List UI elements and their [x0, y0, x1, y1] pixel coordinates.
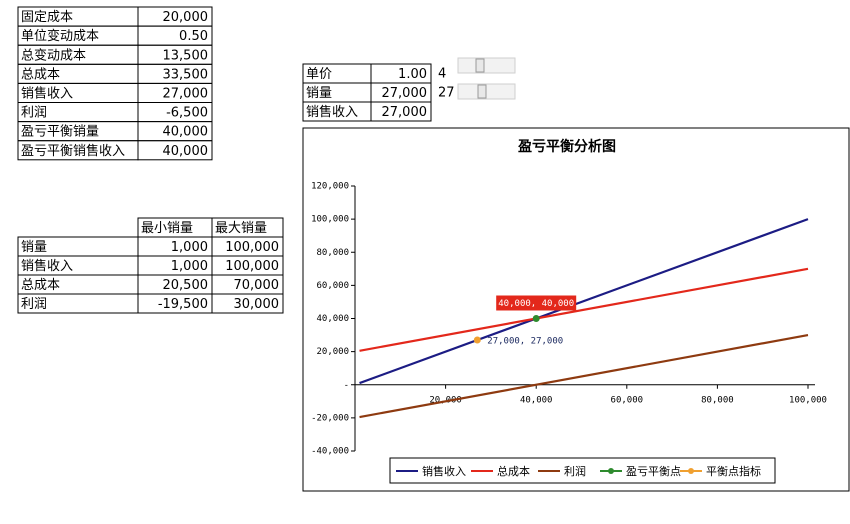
cell-text: 1,000: [171, 240, 208, 255]
data-label: 40,000, 40,000: [498, 299, 574, 309]
cell-text: 销量: [306, 86, 332, 101]
cell-text: 20,000: [163, 10, 209, 25]
cell-text: 销售收入: [21, 258, 73, 274]
legend-marker: [608, 468, 614, 474]
cell-text: 100,000: [225, 240, 279, 255]
point: [473, 336, 481, 344]
cell-text: 销售收入: [306, 104, 358, 120]
slider-value: 27: [438, 86, 455, 101]
cell-text: -19,500: [158, 297, 208, 312]
slider[interactable]: [457, 57, 516, 100]
cell-text: 最大销量: [215, 221, 267, 236]
y-tick-label: -40,000: [311, 447, 349, 457]
cell-text: 利润: [21, 106, 47, 121]
y-tick-label: 120,000: [311, 182, 349, 192]
x-tick-label: 40,000: [520, 395, 553, 405]
cell-text: 1,000: [171, 259, 208, 274]
legend-box: [389, 457, 776, 484]
cell-text: 13,500: [163, 48, 209, 63]
cell-text: 销量: [21, 240, 47, 255]
cell-text: 27,000: [382, 105, 428, 120]
cell-text: 27,000: [382, 86, 428, 101]
cell-text: 盈亏平衡销售收入: [21, 143, 125, 159]
chart-title: 盈亏平衡分析图: [517, 138, 616, 155]
cell-text: 固定成本: [21, 10, 73, 25]
cell-text: 33,500: [163, 67, 209, 82]
cell-text: 30,000: [234, 297, 280, 312]
y-tick-label: 60,000: [316, 281, 349, 291]
data-label: 27,000, 27,000: [487, 337, 563, 347]
series-line: [359, 218, 809, 385]
cell-text: 总成本: [21, 278, 60, 293]
table-cell: [137, 140, 213, 161]
cell-text: 总变动成本: [21, 47, 86, 63]
y-tick-label: -20,000: [311, 413, 349, 423]
point: [532, 315, 540, 322]
legend-label: 利润: [564, 464, 586, 478]
legend-label: 销售收入: [422, 464, 466, 478]
x-tick-label: 80,000: [701, 395, 734, 405]
legend-label: 总成本: [497, 464, 530, 478]
cell-text: -6,500: [166, 106, 208, 121]
legend-label: 平衡点指标: [706, 464, 761, 478]
label-box: [496, 295, 577, 311]
cell-text: 单价: [306, 67, 332, 82]
y-tick-label: 20,000: [316, 347, 349, 357]
cell-text: 27,000: [163, 86, 209, 101]
cell-text: 40,000: [163, 125, 209, 140]
y-tick-label: 40,000: [316, 314, 349, 324]
cell-text: 20,500: [163, 278, 209, 293]
cell-text: 盈亏平衡销量: [21, 125, 99, 140]
x-tick-label: 100,000: [789, 395, 827, 405]
y-tick-label: 80,000: [316, 248, 349, 258]
y-tick-label: -: [344, 380, 349, 390]
cell-text: 70,000: [234, 278, 280, 293]
slider-thumb[interactable]: [475, 58, 485, 73]
series-line: [359, 333, 809, 419]
x-tick-label: 60,000: [611, 395, 644, 405]
cell-text: 销售收入: [21, 85, 73, 101]
cell-text: 单位变动成本: [21, 28, 99, 44]
cell-text: 0.50: [179, 29, 208, 44]
cell-text: 40,000: [163, 144, 209, 159]
series-line: [359, 267, 809, 352]
cell-text: 总成本: [21, 67, 60, 82]
table-cell: [370, 101, 432, 122]
cell-text: 100,000: [225, 259, 279, 274]
cell-text: 利润: [21, 297, 47, 312]
legend-marker: [688, 468, 694, 474]
cell-text: 1.00: [398, 67, 427, 82]
slider-thumb[interactable]: [477, 84, 487, 99]
cell-text: 最小销量: [141, 221, 193, 236]
legend-label: 盈亏平衡点: [626, 465, 681, 478]
table-cell: [211, 293, 284, 314]
slider-value: 4: [438, 67, 446, 82]
slider-track[interactable]: [457, 57, 516, 74]
y-tick-label: 100,000: [311, 215, 349, 225]
